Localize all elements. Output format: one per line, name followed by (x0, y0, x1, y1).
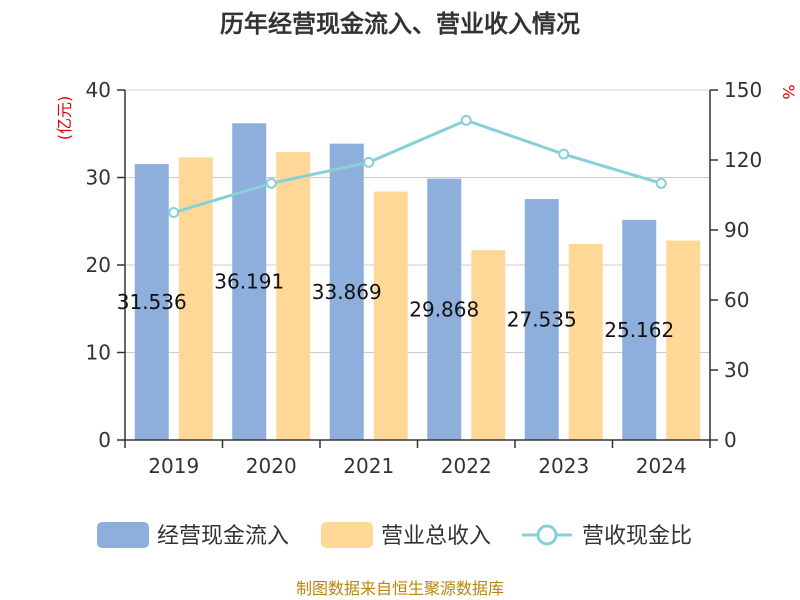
bar-data-label: 33.869 (312, 280, 382, 304)
bar-revenue (666, 240, 701, 440)
x-axis-tick-label: 2023 (538, 454, 589, 478)
right-axis-unit: % (779, 84, 798, 99)
bar-data-label: 29.868 (409, 297, 479, 321)
bar-cash-inflow (622, 219, 657, 440)
bar-cash-inflow (232, 123, 267, 441)
bar-data-label: 25.162 (604, 318, 674, 342)
left-axis-tick-label: 0 (98, 428, 111, 452)
ratio-line (173, 118, 662, 214)
right-axis-tick-label: 0 (724, 428, 737, 452)
ratio-point (363, 156, 375, 168)
x-axis-tick-label: 2021 (343, 454, 394, 478)
data-labels: 31.536 36.191 33.869 29.868 27.535 25.162 (117, 270, 674, 342)
ratio-point (460, 114, 472, 126)
left-axis-tick-label: 40 (86, 78, 111, 102)
x-axis-tick-label: 2019 (148, 454, 199, 478)
line-series (168, 114, 667, 218)
x-axis-tick-label: 2020 (246, 454, 297, 478)
bar-cash-inflow (329, 143, 364, 441)
right-axis-tick-label: 150 (724, 78, 762, 102)
legend-label-cash-inflow: 经营现金流入 (157, 524, 289, 549)
bar-revenue (471, 250, 506, 440)
axes: 0 10 20 30 40 0 30 60 90 120 150 2019 2020 2021 2022 20… (86, 78, 763, 478)
legend-swatch-cash-inflow (97, 522, 149, 548)
left-axis-tick-label: 10 (86, 341, 111, 365)
legend: 经营现金流入 营业总收入 营收现金比 (97, 522, 692, 549)
source-note: 制图数据来自恒生聚源数据库 (296, 579, 504, 598)
right-axis-tick-label: 90 (724, 218, 749, 242)
right-axis-tick-label: 120 (724, 148, 762, 172)
grid (125, 89, 710, 353)
left-axis-unit: (亿元) (55, 96, 74, 141)
right-axis-tick-label: 30 (724, 358, 749, 382)
bar-data-label: 27.535 (507, 308, 577, 332)
right-axis-tick-label: 60 (724, 288, 749, 312)
bar-revenue (568, 244, 603, 440)
chart-title: 历年经营现金流入、营业收入情况 (220, 10, 580, 38)
legend-label-revenue: 营业总收入 (381, 524, 491, 549)
bars (134, 123, 701, 441)
x-axis-tick-label: 2024 (636, 454, 687, 478)
legend-label-ratio: 营收现金比 (582, 524, 692, 549)
ratio-point (558, 148, 570, 160)
ratio-point (265, 177, 277, 189)
bar-cash-inflow (134, 164, 169, 440)
x-axis-tick-label: 2022 (441, 454, 492, 478)
left-axis-tick-label: 20 (86, 253, 111, 277)
left-axis-tick-label: 30 (86, 166, 111, 190)
legend-marker-ratio (536, 524, 558, 546)
ratio-point (168, 207, 180, 218)
bar-cash-inflow (427, 178, 462, 440)
bar-data-label: 31.536 (117, 290, 187, 314)
bar-revenue (373, 191, 408, 440)
bar-cash-inflow (524, 199, 559, 440)
bar-revenue (276, 152, 311, 440)
bar-data-label: 36.191 (214, 270, 284, 294)
ratio-point (655, 177, 667, 189)
legend-swatch-revenue (321, 522, 373, 548)
